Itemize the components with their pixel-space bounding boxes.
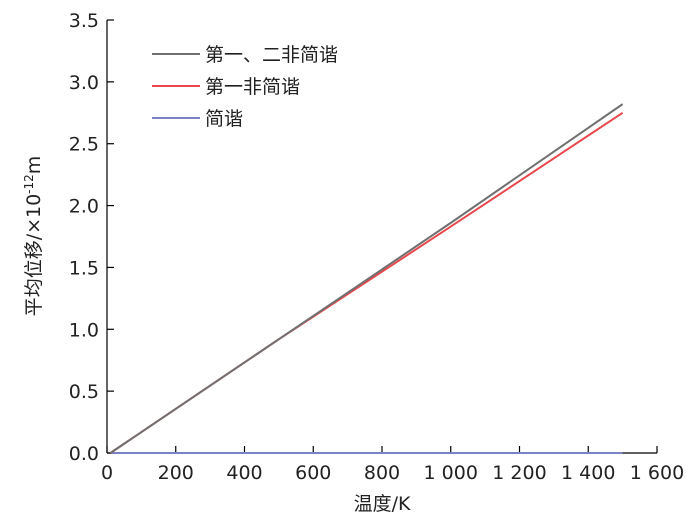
x-tick-label: 600 [295,462,331,484]
y-axis-title-unit: m [23,156,45,175]
legend-label: 简谐 [205,108,243,130]
series-line [109,103,624,454]
y-axis-title-exponent: -12 [22,174,36,194]
legend-label: 第一、二非简谐 [205,44,338,66]
x-tick-label: 0 [101,462,113,484]
y-tick-label: 2.5 [69,134,99,156]
x-ticks: 0 200 400 600 800 1 000 1 200 1 400 1 600 [101,446,684,484]
x-tick-label: 1 600 [630,462,684,484]
series-lines [109,103,624,454]
x-tick-label: 1 000 [424,462,478,484]
y-tick-label: 1.5 [69,257,99,279]
y-axis-title-main: 平均位移/×10 [23,194,45,317]
y-axis-title: 平均位移/×10-12m [22,156,45,317]
y-ticks: 0.0 0.5 1.0 1.5 2.0 2.5 3.0 3.5 [69,10,114,465]
y-tick-label: 2.0 [69,196,99,218]
y-tick-label: 0.0 [69,443,99,465]
y-tick-label: 1.0 [69,319,99,341]
axes [106,20,657,454]
x-tick-label: 400 [226,462,262,484]
x-tick-label: 1 200 [492,462,546,484]
x-tick-label: 1 400 [561,462,615,484]
y-tick-label: 3.0 [69,72,99,94]
x-tick-label: 800 [364,462,400,484]
y-tick-label: 3.5 [69,10,99,32]
legend-label: 第一非简谐 [205,76,300,98]
x-tick-label: 200 [158,462,194,484]
x-axis-title: 温度/K [354,493,411,515]
y-tick-label: 0.5 [69,381,99,403]
